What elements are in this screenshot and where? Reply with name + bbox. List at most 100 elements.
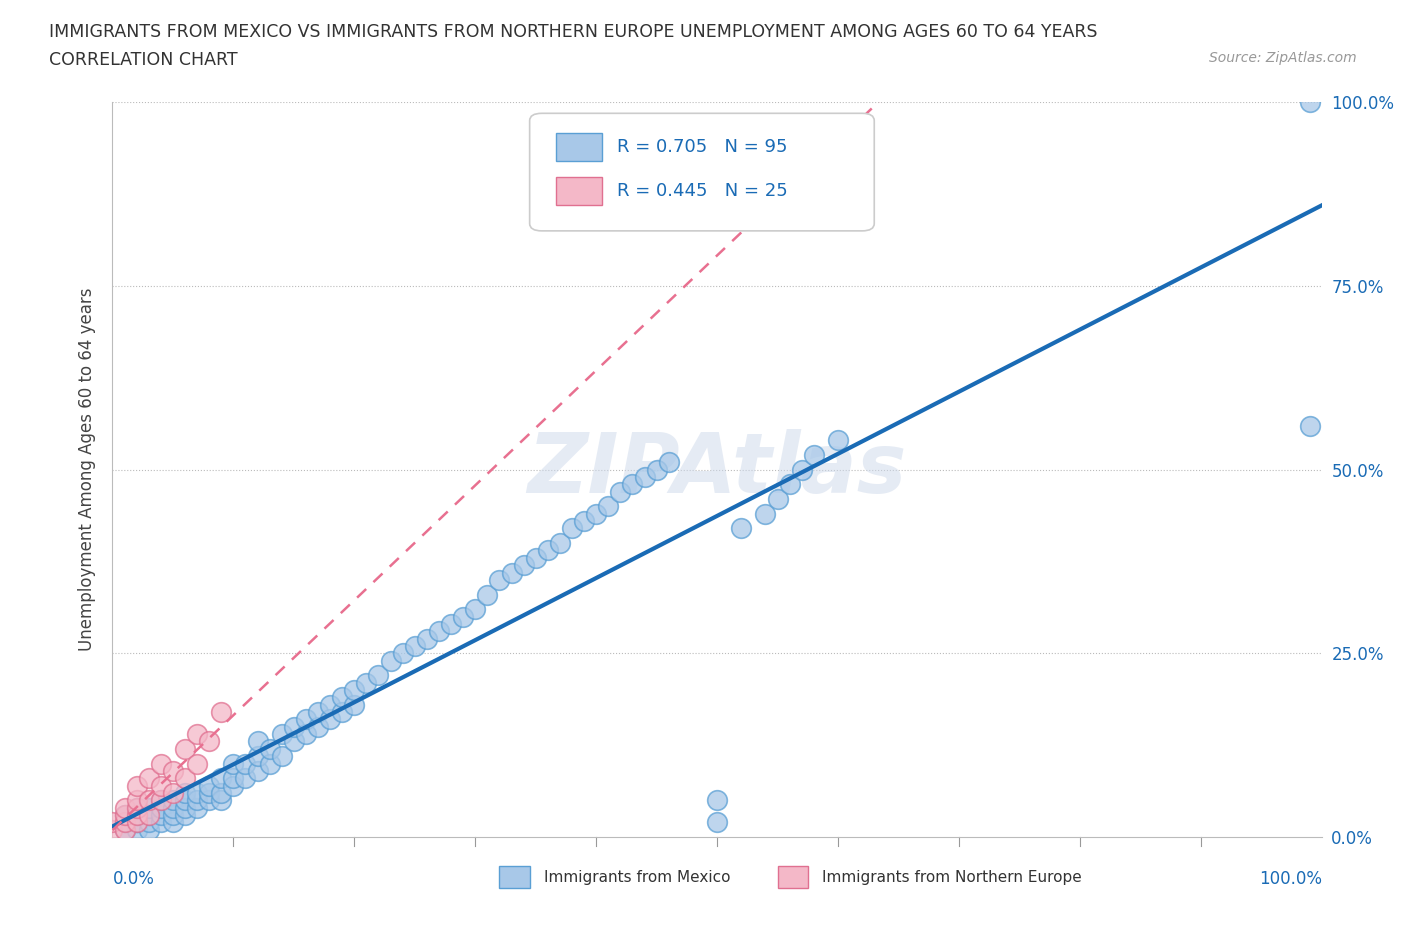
- Point: [779, 477, 801, 492]
- Point: [138, 815, 160, 830]
- FancyBboxPatch shape: [530, 113, 875, 231]
- Point: [319, 698, 342, 712]
- Text: Immigrants from Northern Europe: Immigrants from Northern Europe: [823, 870, 1083, 885]
- Point: [114, 822, 136, 837]
- Point: [149, 792, 172, 807]
- Point: [270, 726, 292, 741]
- Point: [706, 815, 728, 830]
- Point: [356, 675, 378, 690]
- Point: [174, 800, 197, 815]
- Point: [330, 705, 353, 720]
- Text: R = 0.445   N = 25: R = 0.445 N = 25: [617, 182, 787, 200]
- Point: [330, 690, 353, 705]
- Point: [295, 712, 318, 727]
- Text: IMMIGRANTS FROM MEXICO VS IMMIGRANTS FROM NORTHERN EUROPE UNEMPLOYMENT AMONG AGE: IMMIGRANTS FROM MEXICO VS IMMIGRANTS FRO…: [49, 23, 1098, 41]
- Point: [125, 800, 148, 815]
- Point: [209, 792, 232, 807]
- Point: [125, 800, 148, 815]
- Point: [416, 631, 439, 646]
- Point: [537, 543, 560, 558]
- Point: [307, 705, 329, 720]
- Text: R = 0.705   N = 95: R = 0.705 N = 95: [617, 139, 787, 156]
- Point: [138, 807, 160, 822]
- Point: [246, 734, 269, 749]
- Point: [501, 565, 523, 580]
- Bar: [499, 867, 530, 888]
- Point: [209, 705, 232, 720]
- Point: [1298, 418, 1320, 433]
- Point: [477, 587, 499, 602]
- Point: [125, 807, 148, 822]
- Text: 0.0%: 0.0%: [112, 870, 155, 888]
- Point: [149, 807, 172, 822]
- Point: [561, 521, 583, 536]
- Point: [138, 807, 160, 822]
- Point: [162, 815, 184, 830]
- Point: [391, 646, 413, 661]
- Point: [138, 771, 160, 786]
- Point: [114, 822, 136, 837]
- Point: [162, 807, 184, 822]
- Point: [149, 778, 172, 793]
- Point: [149, 792, 172, 807]
- Point: [125, 815, 148, 830]
- Point: [464, 602, 486, 617]
- Bar: [557, 133, 602, 161]
- Point: [259, 741, 281, 756]
- Y-axis label: Unemployment Among Ages 60 to 64 years: Unemployment Among Ages 60 to 64 years: [77, 288, 96, 651]
- Point: [101, 822, 124, 837]
- Point: [149, 815, 172, 830]
- Point: [343, 698, 366, 712]
- Point: [235, 756, 257, 771]
- Bar: [557, 178, 602, 206]
- Point: [283, 720, 305, 735]
- Text: CORRELATION CHART: CORRELATION CHART: [49, 51, 238, 69]
- Point: [209, 771, 232, 786]
- Point: [572, 513, 595, 528]
- Point: [186, 792, 208, 807]
- Point: [125, 822, 148, 837]
- Point: [524, 551, 547, 565]
- Point: [790, 462, 813, 477]
- Point: [730, 521, 752, 536]
- Point: [174, 792, 197, 807]
- Point: [162, 792, 184, 807]
- Point: [138, 822, 160, 837]
- Point: [186, 786, 208, 801]
- Point: [235, 771, 257, 786]
- Point: [706, 792, 728, 807]
- Point: [645, 462, 668, 477]
- Point: [162, 786, 184, 801]
- Point: [598, 498, 620, 513]
- Point: [222, 771, 245, 786]
- Point: [174, 771, 197, 786]
- Point: [270, 749, 292, 764]
- Point: [404, 639, 426, 654]
- Text: Source: ZipAtlas.com: Source: ZipAtlas.com: [1209, 51, 1357, 65]
- Point: [125, 807, 148, 822]
- Point: [114, 800, 136, 815]
- Point: [548, 536, 571, 551]
- Point: [283, 734, 305, 749]
- Point: [125, 792, 148, 807]
- Point: [174, 741, 197, 756]
- Point: [114, 815, 136, 830]
- Text: 100.0%: 100.0%: [1258, 870, 1322, 888]
- Point: [440, 617, 463, 631]
- Point: [186, 800, 208, 815]
- Point: [766, 492, 789, 507]
- Point: [138, 792, 160, 807]
- Point: [367, 668, 389, 683]
- Point: [633, 470, 655, 485]
- Point: [427, 624, 450, 639]
- Point: [512, 558, 534, 573]
- Point: [186, 726, 208, 741]
- Text: ZIPAtlas: ZIPAtlas: [527, 429, 907, 511]
- Point: [125, 778, 148, 793]
- Point: [174, 786, 197, 801]
- Point: [803, 447, 825, 462]
- Point: [488, 573, 510, 588]
- Point: [222, 756, 245, 771]
- Point: [149, 756, 172, 771]
- Point: [343, 683, 366, 698]
